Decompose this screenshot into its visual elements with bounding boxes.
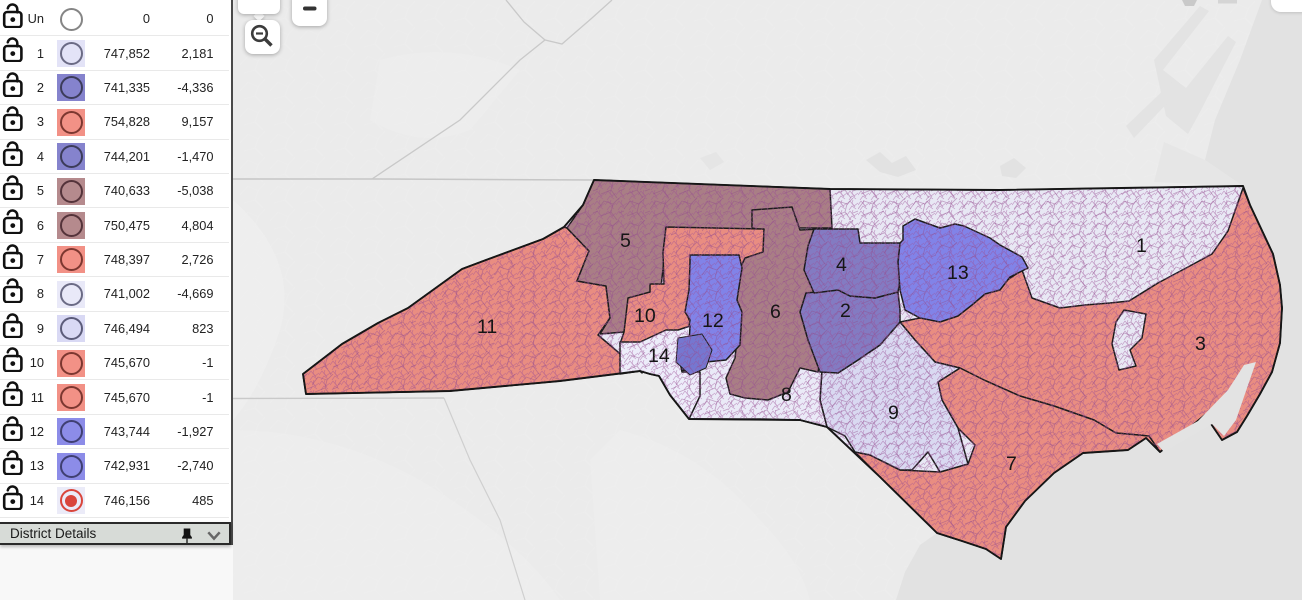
svg-text:2: 2 [840, 300, 851, 322]
svg-text:12: 12 [702, 310, 724, 332]
svg-text:11: 11 [477, 316, 497, 338]
svg-text:1: 1 [1136, 235, 1147, 257]
svg-text:5: 5 [620, 230, 631, 252]
svg-text:14: 14 [648, 345, 670, 367]
svg-text:7: 7 [1006, 453, 1017, 475]
svg-text:10: 10 [634, 305, 656, 327]
svg-text:6: 6 [770, 301, 781, 323]
svg-text:4: 4 [836, 254, 847, 276]
svg-text:8: 8 [781, 384, 792, 406]
svg-text:13: 13 [947, 262, 969, 284]
svg-text:3: 3 [1195, 333, 1206, 355]
svg-text:9: 9 [888, 402, 899, 424]
